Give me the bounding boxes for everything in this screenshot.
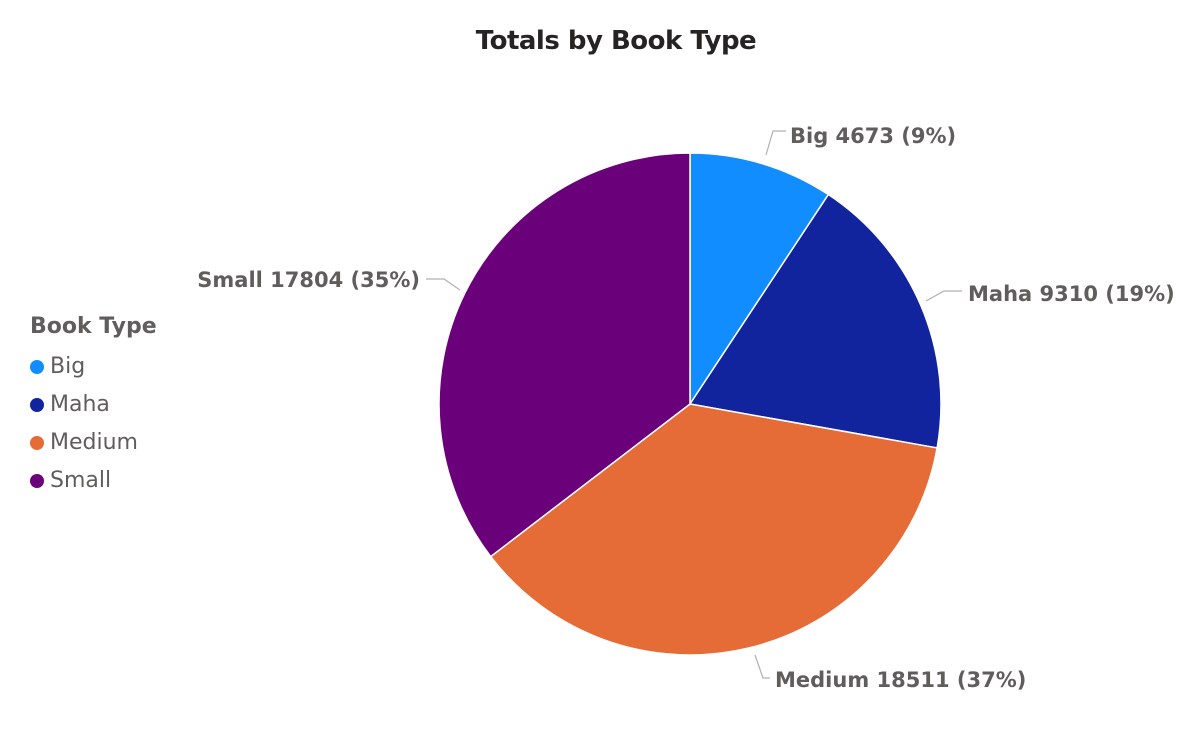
legend-label-big: Big <box>50 354 86 379</box>
pie-slice-maha[interactable] <box>688 193 942 449</box>
legend-marker-small <box>30 474 44 488</box>
data-label-medium: Medium 18511 (37%) <box>775 668 1026 692</box>
pie-slice-big[interactable] <box>689 152 830 407</box>
legend-item-medium[interactable]: Medium <box>30 424 230 462</box>
legend-marker-big <box>30 360 44 374</box>
leader-line-medium <box>754 654 770 679</box>
legend: Book Type Big Maha Medium Small <box>30 312 230 500</box>
legend-label-small: Small <box>50 468 112 493</box>
legend-item-maha[interactable]: Maha <box>30 386 230 424</box>
data-label-big: Big 4673 (9%) <box>790 124 956 148</box>
leader-line-maha <box>925 290 962 302</box>
chart-title: Totals by Book Type <box>475 26 757 56</box>
legend-title: Book Type <box>30 314 157 339</box>
legend-marker-medium <box>30 436 44 450</box>
pie-slice-medium[interactable] <box>489 403 938 656</box>
legend-item-small[interactable]: Small <box>30 462 230 500</box>
legend-label-maha: Maha <box>50 392 110 417</box>
leader-line-big <box>765 130 786 156</box>
data-label-small: Small 17804 (35%) <box>197 268 420 292</box>
legend-marker-maha <box>30 398 44 412</box>
pie-slice-small[interactable] <box>438 152 691 558</box>
legend-label-medium: Medium <box>50 430 138 455</box>
leader-line-small <box>426 278 461 291</box>
legend-item-big[interactable]: Big <box>30 348 230 386</box>
data-label-maha: Maha 9310 (19%) <box>968 282 1175 306</box>
